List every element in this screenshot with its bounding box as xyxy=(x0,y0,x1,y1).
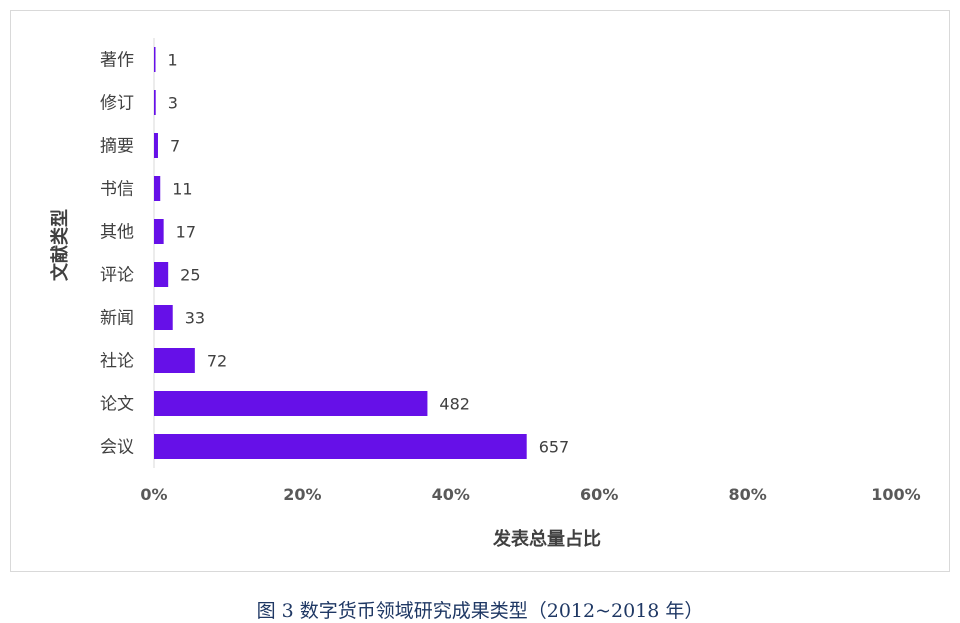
category-label-7: 社论 xyxy=(100,352,134,372)
value-label-0: 1 xyxy=(168,51,178,70)
bar-3 xyxy=(154,176,161,201)
category-label-4: 其他 xyxy=(100,223,134,243)
bar-4 xyxy=(154,219,164,244)
category-label-5: 评论 xyxy=(100,266,134,286)
value-label-1: 3 xyxy=(168,94,178,113)
category-label-8: 论文 xyxy=(100,395,134,415)
x-axis-title: 发表总量占比 xyxy=(492,528,601,550)
value-label-2: 7 xyxy=(170,137,180,156)
value-label-4: 17 xyxy=(176,223,196,242)
x-tick-label-1: 20% xyxy=(283,485,321,504)
category-label-1: 修订 xyxy=(100,94,134,114)
bar-0 xyxy=(154,47,156,72)
value-label-8: 482 xyxy=(439,395,470,414)
bar-6 xyxy=(154,305,173,330)
x-tick-label-0: 0% xyxy=(140,485,167,504)
value-label-7: 72 xyxy=(207,352,227,371)
bar-5 xyxy=(154,262,169,287)
bar-7 xyxy=(154,348,195,373)
x-tick-label-4: 80% xyxy=(728,485,766,504)
x-tick-label-5: 100% xyxy=(871,485,920,504)
x-tick-label-2: 40% xyxy=(432,485,470,504)
bar-9 xyxy=(154,434,527,459)
bar-8 xyxy=(154,391,428,416)
chart-frame xyxy=(10,10,950,572)
category-label-3: 书信 xyxy=(100,180,134,200)
value-label-6: 33 xyxy=(185,309,205,328)
x-tick-label-3: 60% xyxy=(580,485,618,504)
figure-caption: 图 3 数字货币领域研究成果类型（2012~2018 年） xyxy=(256,600,704,622)
category-label-6: 新闻 xyxy=(100,309,134,329)
category-label-2: 摘要 xyxy=(100,137,134,157)
y-axis-title: 文献类型 xyxy=(49,209,71,281)
category-label-9: 会议 xyxy=(100,438,134,458)
value-label-5: 25 xyxy=(180,266,200,285)
value-label-9: 657 xyxy=(539,438,570,457)
bar-2 xyxy=(154,133,158,158)
category-label-0: 著作 xyxy=(100,51,134,71)
bar-1 xyxy=(154,90,156,115)
value-label-3: 11 xyxy=(172,180,192,199)
